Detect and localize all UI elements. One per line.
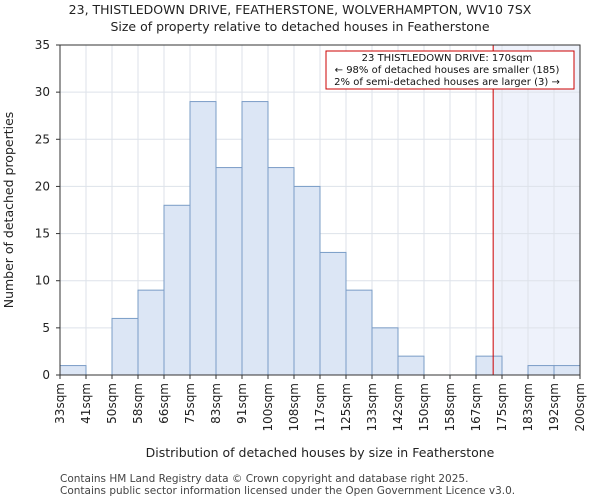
chart-title: 23, THISTLEDOWN DRIVE, FEATHERSTONE, WOL… <box>69 2 532 17</box>
x-tick-label: 66sqm <box>157 383 171 424</box>
bar <box>267 167 295 376</box>
y-tick-label: 5 <box>42 321 50 335</box>
annotation-frame <box>325 50 575 90</box>
y-tick-label: 15 <box>35 227 50 241</box>
x-tick-label: 150sqm <box>417 383 431 431</box>
x-tick-label: 41sqm <box>79 383 93 424</box>
x-tick-label: 158sqm <box>443 383 457 431</box>
x-tick-label: 175sqm <box>495 383 509 431</box>
highlight-region <box>493 45 580 375</box>
bar <box>371 327 399 376</box>
x-tick-label: 83sqm <box>209 383 223 424</box>
chart-subtitle: Size of property relative to detached ho… <box>110 19 489 34</box>
x-tick-label: 50sqm <box>105 383 119 424</box>
bar <box>137 289 165 376</box>
x-tick-label: 100sqm <box>261 383 275 431</box>
x-tick-label: 125sqm <box>339 383 353 431</box>
x-tick-label: 133sqm <box>365 383 379 431</box>
x-tick-label: 192sqm <box>547 383 561 431</box>
bars <box>59 101 581 376</box>
y-tick-label: 10 <box>35 274 50 288</box>
x-axis-ticks: 33sqm 41sqm 50sqm 58sqm 66sqm 75sqm 83sqm 91sqm… <box>53 375 587 431</box>
y-tick-label: 25 <box>35 132 50 146</box>
annotation-line-2: ← 98% of detached houses are smaller (18… <box>335 65 560 76</box>
x-tick-label: 183sqm <box>521 383 535 431</box>
plot-area: 0 5 10 15 20 25 30 35 33sqm 41sqm 50sqm 58sqm 66sqm… <box>35 38 587 431</box>
bar <box>293 185 321 376</box>
x-axis-label: Distribution of detached houses by size … <box>146 445 495 460</box>
bar <box>215 167 243 376</box>
y-tick-label: 30 <box>35 85 50 99</box>
x-tick-label: 75sqm <box>183 383 197 424</box>
x-tick-label: 91sqm <box>235 383 249 424</box>
x-tick-label: 58sqm <box>131 383 145 424</box>
bar <box>241 101 269 376</box>
x-tick-label: 200sqm <box>573 383 587 431</box>
annotation-box: 23 THISTLEDOWN DRIVE: 170sqm ← 98% of de… <box>325 50 575 90</box>
bar <box>475 355 503 376</box>
y-axis-ticks: 0 5 10 15 20 25 30 35 <box>35 38 60 382</box>
bar <box>553 365 581 376</box>
bar <box>189 101 217 376</box>
y-tick-label: 35 <box>35 38 50 52</box>
y-axis-label: Number of detached properties <box>1 112 16 309</box>
x-tick-label: 142sqm <box>391 383 405 431</box>
y-tick-label: 0 <box>42 368 50 382</box>
x-tick-label: 108sqm <box>287 383 301 431</box>
bar <box>397 355 425 376</box>
x-tick-label: 167sqm <box>469 383 483 431</box>
annotation-line-1: 23 THISTLEDOWN DRIVE: 170sqm <box>362 53 533 64</box>
x-tick-label: 33sqm <box>53 383 67 424</box>
bar <box>59 365 87 376</box>
bar <box>527 365 555 376</box>
bar <box>163 204 191 376</box>
footer-line-1: Contains HM Land Registry data © Crown c… <box>60 473 468 485</box>
footer-line-2: Contains public sector information licen… <box>60 485 515 497</box>
x-tick-label: 117sqm <box>313 383 327 431</box>
bar <box>111 317 139 376</box>
annotation-line-3: 2% of semi-detached houses are larger (3… <box>334 77 560 88</box>
y-tick-label: 20 <box>35 179 50 193</box>
bar <box>345 289 373 376</box>
bar <box>319 251 347 376</box>
